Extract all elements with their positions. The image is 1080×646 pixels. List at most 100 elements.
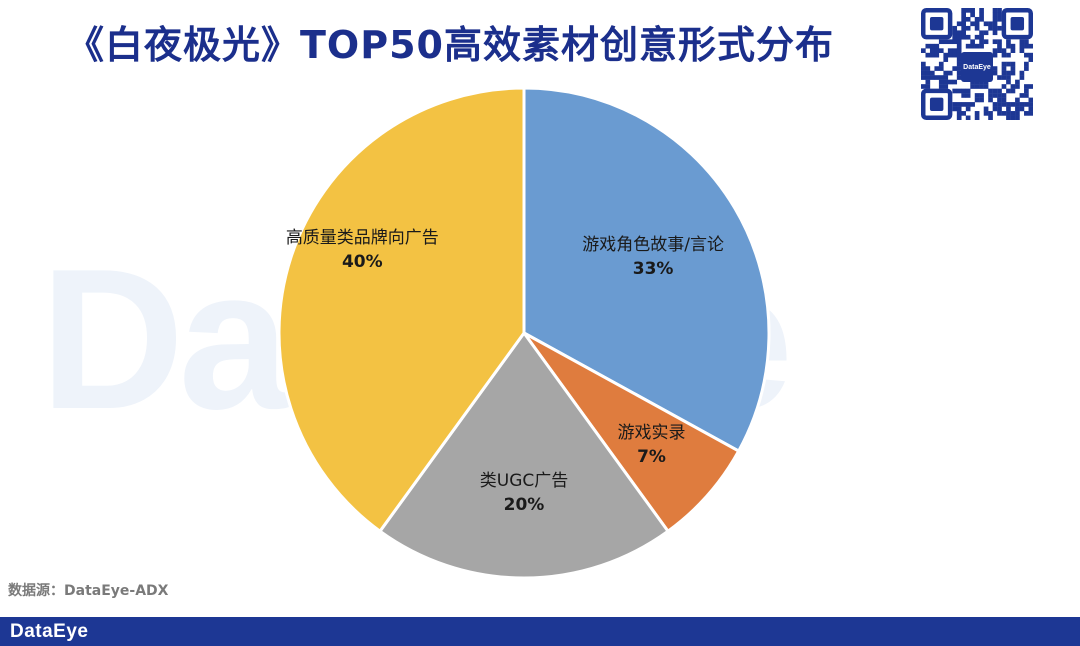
qr-module xyxy=(965,8,971,13)
qr-module xyxy=(925,43,931,49)
qr-module xyxy=(974,25,980,31)
qr-module xyxy=(1001,97,1007,103)
qr-module xyxy=(961,16,966,22)
qr-module xyxy=(1024,39,1029,45)
qr-module xyxy=(956,115,962,120)
qr-module xyxy=(979,97,984,103)
qr-module xyxy=(965,106,971,112)
qr-module xyxy=(1001,61,1007,67)
qr-module xyxy=(997,102,1002,107)
qr-module xyxy=(974,111,980,116)
qr-module xyxy=(983,79,989,85)
qr-module xyxy=(952,25,958,31)
qr-module xyxy=(1015,84,1020,89)
qr-module xyxy=(979,30,984,36)
qr-module xyxy=(961,93,966,98)
qr-module xyxy=(997,39,1002,45)
slice-label: 类UGC广告 20% xyxy=(480,469,569,517)
qr-module xyxy=(956,30,962,36)
qr-module xyxy=(1019,70,1025,76)
qr-module xyxy=(997,48,1002,53)
qr-module xyxy=(961,30,966,36)
qr-module xyxy=(1001,102,1007,107)
qr-module xyxy=(1015,115,1020,120)
qr-module xyxy=(974,93,980,98)
qr-module xyxy=(1028,43,1033,49)
qr-module xyxy=(992,66,998,71)
qr-module xyxy=(956,21,962,27)
qr-module xyxy=(943,52,949,58)
footer-logo: DataEye xyxy=(10,621,89,642)
qr-module xyxy=(921,66,926,71)
qr-module xyxy=(1001,93,1007,98)
qr-module xyxy=(956,34,962,40)
qr-module xyxy=(1006,115,1011,120)
qr-module xyxy=(1001,70,1007,76)
qr-module xyxy=(929,48,935,53)
qr-module xyxy=(952,39,958,45)
qr-module xyxy=(952,102,958,107)
qr-module xyxy=(1024,93,1029,98)
qr-module xyxy=(1001,66,1007,71)
qr-finder xyxy=(921,8,953,40)
qr-module xyxy=(970,8,975,13)
pie-slice xyxy=(522,86,771,453)
qr-module xyxy=(934,48,940,53)
qr-module xyxy=(970,79,975,85)
qr-module xyxy=(992,25,998,31)
qr-module xyxy=(1015,111,1020,116)
qr-module xyxy=(961,21,966,27)
qr-module xyxy=(961,25,966,31)
qr-module xyxy=(983,84,989,89)
qr-module xyxy=(952,30,958,36)
qr-module xyxy=(1006,75,1011,80)
qr-module xyxy=(992,8,998,13)
qr-module xyxy=(965,93,971,98)
qr-module xyxy=(952,79,958,85)
qr-module xyxy=(974,21,980,27)
qr-module xyxy=(952,88,958,94)
qr-module xyxy=(988,88,993,94)
qr-module xyxy=(921,61,926,67)
qr-code xyxy=(921,8,1033,120)
qr-module xyxy=(970,84,975,89)
qr-module xyxy=(952,66,958,71)
qr-module xyxy=(956,75,962,80)
qr-module xyxy=(992,106,998,112)
slice-percent-label: 40% xyxy=(341,252,383,273)
qr-module xyxy=(929,52,935,58)
qr-module xyxy=(974,79,980,85)
qr-module xyxy=(979,84,984,89)
qr-module xyxy=(961,8,966,13)
qr-module xyxy=(1028,57,1033,62)
qr-module xyxy=(925,66,931,71)
qr-module xyxy=(943,39,949,45)
qr-module xyxy=(956,102,962,107)
qr-module xyxy=(956,106,962,112)
qr-module xyxy=(1010,70,1016,76)
qr-module xyxy=(1001,84,1007,89)
qr-module xyxy=(1015,102,1020,107)
qr-module xyxy=(1024,61,1029,67)
qr-module xyxy=(992,30,998,36)
qr-module xyxy=(1019,39,1025,45)
qr-module xyxy=(956,61,962,67)
qr-module xyxy=(943,84,949,89)
qr-module xyxy=(947,48,953,53)
qr-module xyxy=(956,66,962,71)
qr-module xyxy=(943,70,949,76)
qr-module xyxy=(992,48,998,53)
slice-category-label: 高质量类品牌向广告 xyxy=(285,228,439,249)
qr-module xyxy=(992,16,998,22)
qr-module xyxy=(965,115,971,120)
slice-percent-label: 7% xyxy=(637,447,666,468)
qr-module xyxy=(1015,97,1020,103)
qr-module xyxy=(1019,75,1025,80)
qr-module xyxy=(997,12,1002,18)
qr-module xyxy=(1010,102,1016,107)
qr-module xyxy=(970,12,975,18)
pie-slice xyxy=(378,331,670,580)
footer-bar: DataEye xyxy=(0,617,1080,646)
qr-module xyxy=(979,34,984,40)
qr-module xyxy=(983,111,989,116)
